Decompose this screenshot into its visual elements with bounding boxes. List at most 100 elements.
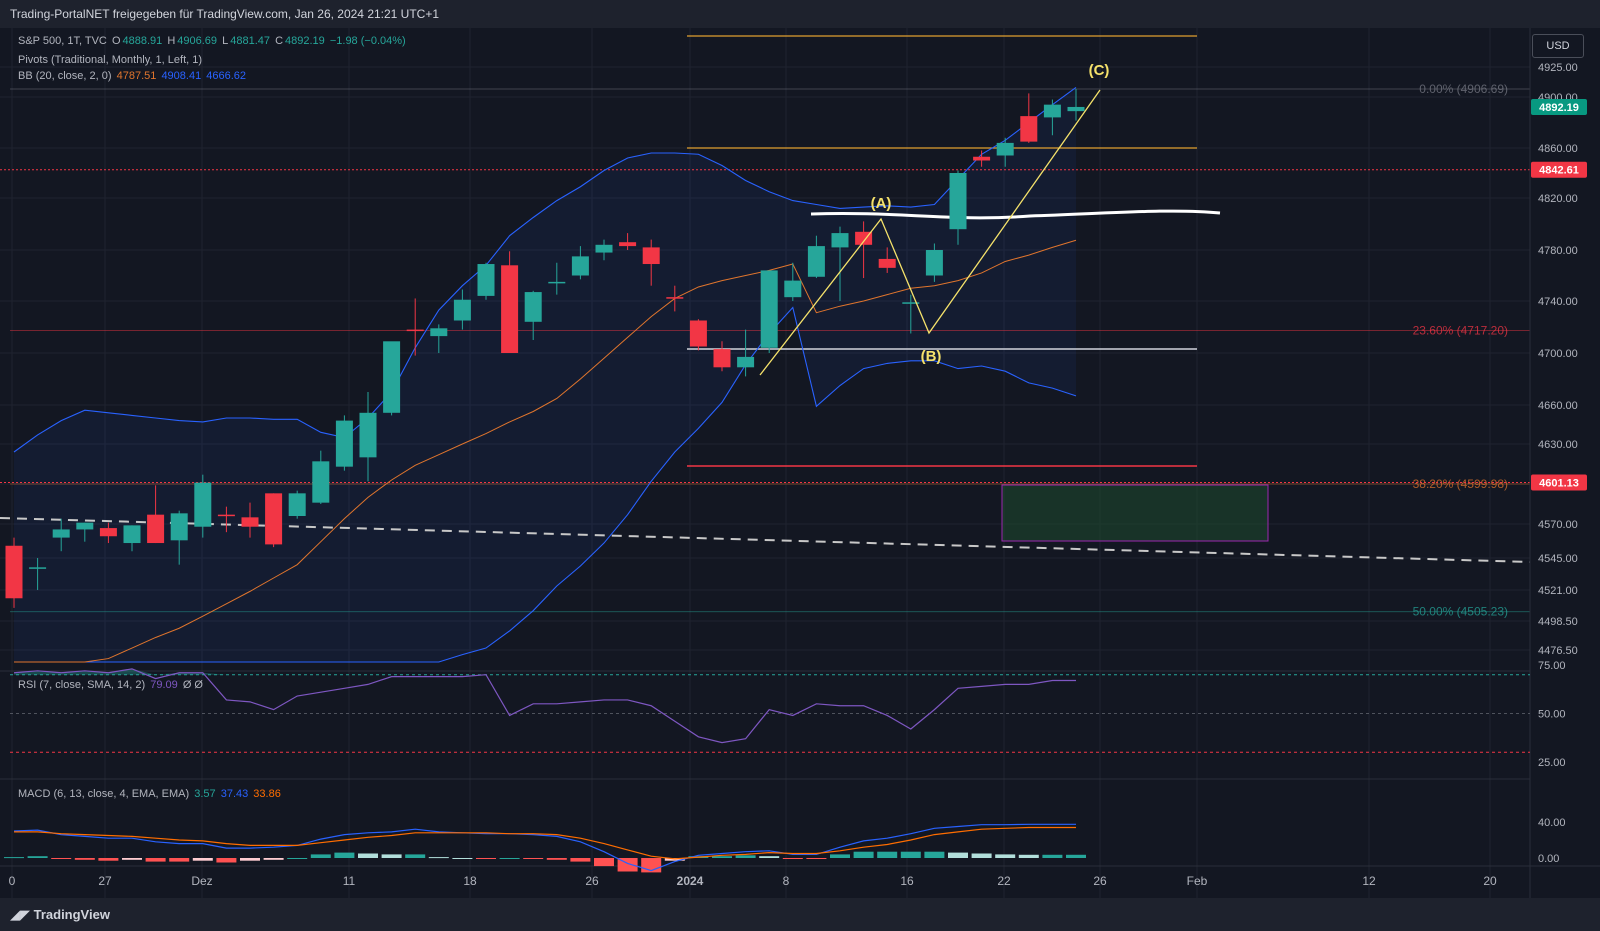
candle-body [973,156,991,161]
legend-low-label: L [222,35,229,47]
candle-body [241,517,259,527]
macd-hist-bar [900,851,921,858]
fib-label: 50.00% (4505.23) [1413,605,1508,619]
candle-body [312,461,330,503]
price-tick-label: 4860.00 [1538,143,1578,155]
macd-hist-bar [27,856,48,858]
tradingview-logo[interactable]: ◢◤ TradingView [10,907,110,923]
legend-open: 4888.91 [122,35,163,47]
price-label-text: 4601.13 [1539,477,1579,489]
candle [595,239,613,261]
candle-body [619,242,637,247]
candle-body [878,258,896,268]
price-label-text: 4892.19 [1539,102,1579,114]
candle-body [831,233,849,248]
candle [807,235,825,279]
time-tick-label: Dez [191,874,212,888]
macd-hist-bar [948,852,968,858]
candle-body [642,247,660,265]
candle-body [925,250,943,276]
candle-body [689,320,707,347]
legend-change: −1.98 (−0.04%) [329,35,406,47]
candle [194,474,212,538]
candle-body [501,265,519,353]
time-axis[interactable]: 0 27 Dez 11 18 26 2024 8 16 22 26 Feb 12 20 [9,874,1497,888]
bb-lower-line [14,306,1077,663]
candle [76,522,94,542]
legend-open-label: O [111,35,121,47]
candle [737,329,755,377]
macd-hist-bar [169,858,190,862]
price-tick-label: 4521.00 [1538,585,1578,597]
legend-macd[interactable]: MACD (6, 13, close, 4, EMA, EMA) 3.57 37… [18,788,283,800]
candle [642,239,660,286]
price-tick-label: 4925.00 [1538,62,1578,74]
legend-bb-name: BB (20, close, 2, 0) [18,70,112,82]
macd-hist-bar [924,851,945,858]
candle [453,289,471,330]
candle-body [29,567,47,569]
macd-hist-bar [712,856,732,858]
macd-hist-bar [995,854,1016,858]
share-header: Trading-PortalNET freigegeben für Tradin… [0,0,1600,28]
price-axis[interactable]: 4925.004900.004860.004820.004780.004740.… [0,28,1600,898]
macd-hist-bar [759,856,780,858]
candle-body [123,525,141,544]
legend-pivots[interactable]: Pivots (Traditional, Monthly, 1, Left, 1… [18,54,203,66]
candle [52,518,70,552]
macd-hist-bar [145,858,166,862]
price-tick-label: 4498.50 [1538,616,1578,628]
candle [619,233,637,250]
candle [29,558,47,590]
candle-body [571,256,589,276]
candle [99,522,117,544]
candle-body [595,244,613,253]
legend-bb[interactable]: BB (20, close, 2, 0) 4787.51 4908.41 466… [18,70,248,82]
legend-macd-name: MACD (6, 13, close, 4, EMA, EMA) [18,788,190,800]
candle [147,485,165,544]
candle [973,150,991,167]
price-tick-label: 4780.00 [1538,245,1578,257]
rsi-tick-label: 25.00 [1538,757,1566,769]
candle-body [524,292,542,322]
macd-hist-bar [499,858,520,859]
candle-body [99,528,117,537]
candle [501,251,519,353]
macd-hist-bar [287,858,308,859]
macd-hist-bar [853,851,874,858]
candle-body [477,264,495,296]
time-tick-label: 18 [463,874,477,888]
candle [359,392,377,482]
candle-body [430,328,448,337]
currency-button[interactable]: USD [1532,34,1584,58]
legend-rsi-extra: Ø Ø [182,679,203,691]
legend-main: S&P 500, 1T, TVC O 4888.91 H 4906.69 L 4881… [18,35,408,47]
candle-body [737,356,755,368]
macd-hist-bar [381,854,402,858]
candle-body [713,349,731,368]
candle [241,502,259,538]
legend-bb-lower: 4666.62 [206,70,247,82]
candle-body [217,514,235,517]
price-tick-label: 4660.00 [1538,400,1578,412]
abc-wave-line [759,89,1101,376]
chart-canvas[interactable]: 0.00% (4906.69) 23.60% (4717.20) 38.20% (4… [0,28,1600,898]
time-tick-label: 16 [900,874,914,888]
time-tick-label: 22 [997,874,1011,888]
macd-tick-label: 0.00 [1538,853,1559,865]
time-tick-label: 8 [783,874,790,888]
candle [265,493,283,548]
candle-body [5,545,23,599]
candle-body [52,529,70,538]
candle [288,490,306,519]
legend-rsi-value: 79.09 [150,679,178,691]
macd-hist-bar [122,858,142,860]
candle-body [359,412,377,458]
candle-body [807,246,825,277]
legend-rsi[interactable]: RSI (7, close, SMA, 14, 2) 79.09 Ø Ø [18,679,205,691]
macd-hist-bar [806,858,827,859]
rsi-tick-label: 50.00 [1538,709,1566,721]
footer: ◢◤ TradingView [0,898,1600,931]
macd-hist-bar [240,858,260,861]
legend-rsi-name: RSI (7, close, SMA, 14, 2) [18,679,146,691]
